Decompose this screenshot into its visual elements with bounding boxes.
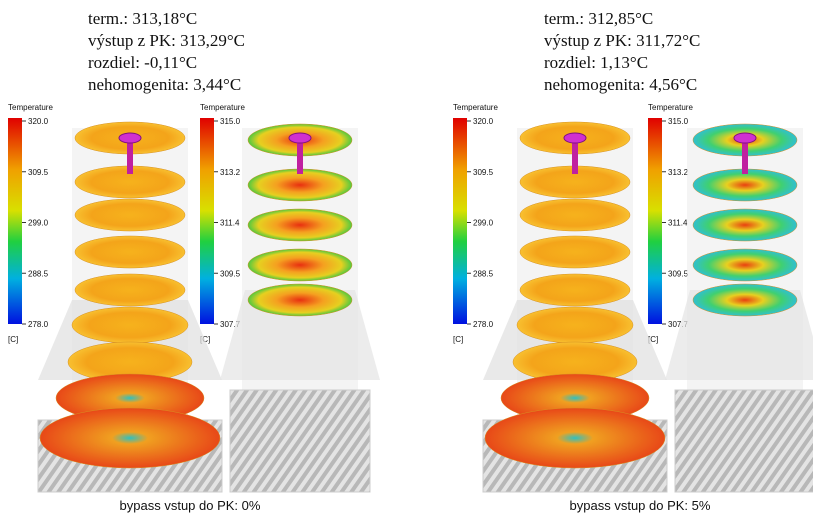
colorbar-tick: 315.0 bbox=[668, 117, 689, 126]
stat-line: rozdiel: 1,13°C bbox=[544, 53, 648, 72]
caption: bypass vstup do PK: 5% bbox=[570, 498, 711, 513]
column-render bbox=[665, 124, 813, 492]
disc bbox=[248, 249, 352, 281]
colorbar-tick: 320.0 bbox=[28, 117, 49, 126]
colorbar-tick: 309.5 bbox=[473, 168, 494, 177]
disc bbox=[72, 307, 188, 343]
stat-line: výstup z PK: 311,72°C bbox=[544, 31, 700, 50]
stat-line: term.: 312,85°C bbox=[544, 9, 653, 28]
column-render bbox=[483, 122, 667, 492]
colorbar-tick: 313.2 bbox=[668, 168, 689, 177]
colorbar-tick: 309.5 bbox=[668, 269, 689, 278]
pipe-top bbox=[119, 133, 141, 143]
disc bbox=[75, 199, 185, 231]
pipe-top bbox=[289, 133, 311, 143]
pipe-top bbox=[564, 133, 586, 143]
stat-line: rozdiel: -0,11°C bbox=[88, 53, 197, 72]
colorbar-tick: 299.0 bbox=[473, 219, 494, 228]
pipe-top bbox=[734, 133, 756, 143]
disc bbox=[693, 249, 797, 281]
colorbar-tick: 311.4 bbox=[668, 219, 688, 228]
colorbar-title: Temperature bbox=[648, 103, 693, 112]
base-box bbox=[675, 390, 813, 492]
disc bbox=[693, 284, 797, 316]
colorbar-unit: [C] bbox=[453, 335, 463, 344]
disc bbox=[485, 408, 665, 468]
stat-line: term.: 313,18°C bbox=[88, 9, 197, 28]
stat-line: nehomogenita: 4,56°C bbox=[544, 75, 697, 94]
colorbar bbox=[648, 118, 662, 324]
colorbar-tick: 320.0 bbox=[473, 117, 494, 126]
disc bbox=[248, 284, 352, 316]
disc bbox=[75, 274, 185, 306]
colorbar-tick: 311.4 bbox=[220, 219, 240, 228]
colorbar-tick: 309.5 bbox=[220, 269, 241, 278]
disc bbox=[75, 236, 185, 268]
column-render bbox=[220, 124, 380, 492]
colorbar-tick: 313.2 bbox=[220, 168, 241, 177]
colorbar-unit: [C] bbox=[8, 335, 18, 344]
colorbar-tick: 299.0 bbox=[28, 219, 49, 228]
colorbar-title: Temperature bbox=[200, 103, 245, 112]
colorbar-tick: 309.5 bbox=[28, 168, 49, 177]
stat-line: výstup z PK: 313,29°C bbox=[88, 31, 245, 50]
disc bbox=[520, 274, 630, 306]
disc bbox=[520, 236, 630, 268]
colorbar-tick: 288.5 bbox=[28, 269, 49, 278]
colorbar-title: Temperature bbox=[8, 103, 53, 112]
colorbar-tick: 288.5 bbox=[473, 269, 494, 278]
base-box bbox=[230, 390, 370, 492]
caption: bypass vstup do PK: 0% bbox=[120, 498, 261, 513]
disc bbox=[520, 199, 630, 231]
stat-line: nehomogenita: 3,44°C bbox=[88, 75, 241, 94]
colorbar-title: Temperature bbox=[453, 103, 498, 112]
disc bbox=[40, 408, 220, 468]
colorbar bbox=[200, 118, 214, 324]
colorbar bbox=[8, 118, 22, 324]
column-render bbox=[38, 122, 222, 492]
disc bbox=[517, 307, 633, 343]
disc bbox=[248, 209, 352, 241]
figure: term.: 313,18°C výstup z PK: 313,29°C rozd… bbox=[0, 0, 813, 517]
colorbar-tick: 278.0 bbox=[473, 320, 494, 329]
colorbar-tick: 315.0 bbox=[220, 117, 241, 126]
colorbar bbox=[453, 118, 467, 324]
colorbar-tick: 278.0 bbox=[28, 320, 49, 329]
disc bbox=[693, 209, 797, 241]
